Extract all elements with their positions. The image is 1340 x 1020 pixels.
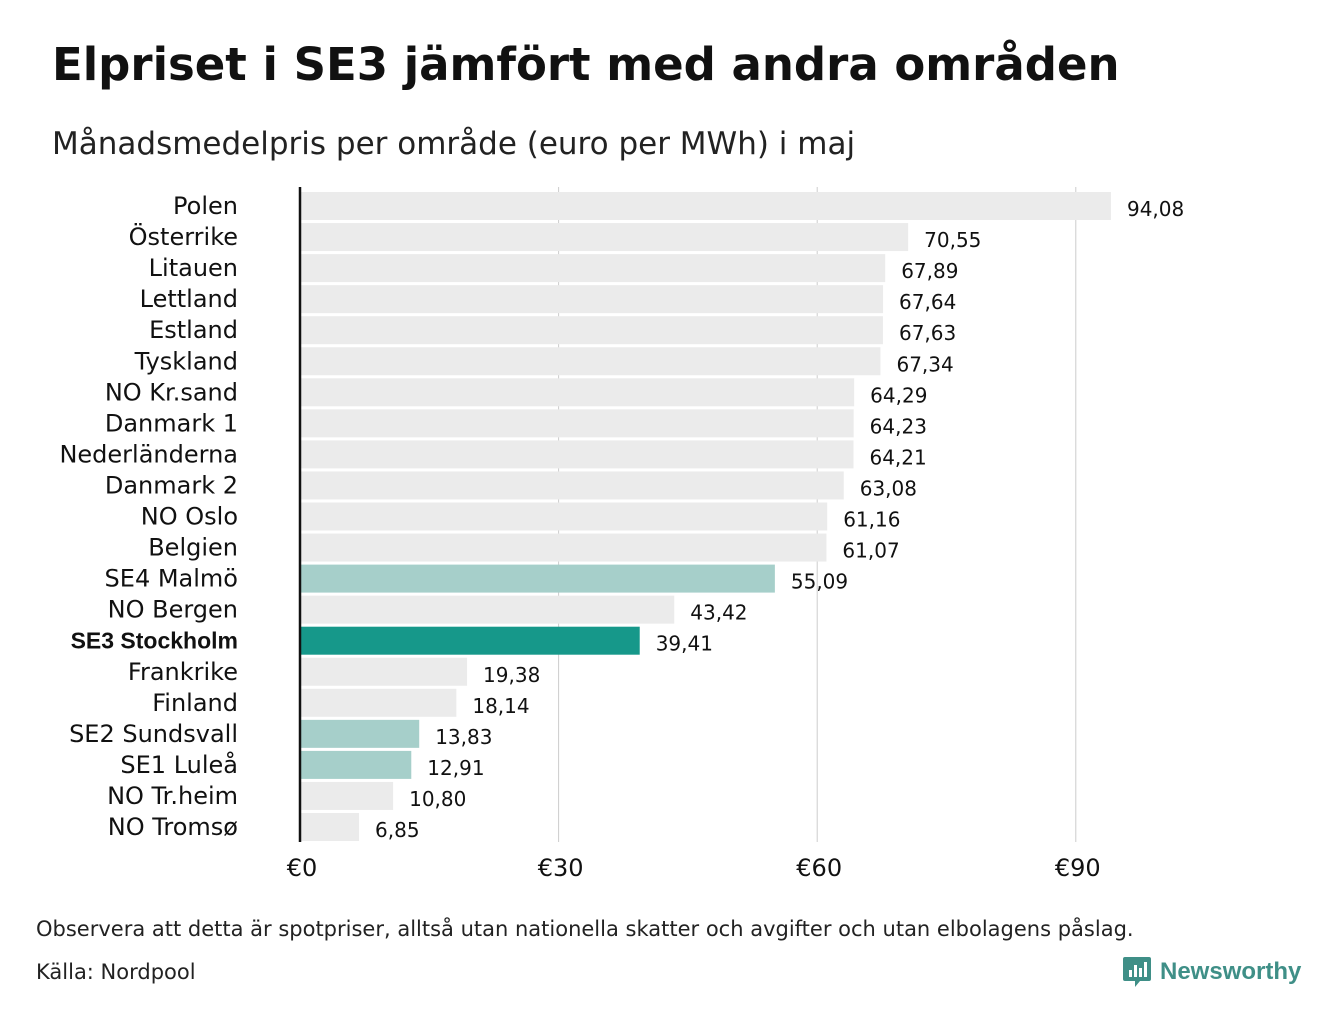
chart-subtitle: Månadsmedelpris per område (euro per MWh…: [52, 126, 856, 162]
value-label: 13,83: [435, 725, 492, 749]
x-tick-label: €60: [796, 854, 842, 882]
category-label: SE4 Malmö: [105, 565, 238, 593]
value-label: 39,41: [656, 632, 713, 656]
category-label: NO Kr.sand: [105, 378, 238, 406]
bar: [300, 595, 675, 624]
value-label: 67,63: [899, 321, 956, 345]
bar: [300, 347, 881, 376]
bar: [300, 192, 1111, 220]
category-label: SE3 Stockholm: [71, 628, 238, 654]
value-label: 67,64: [899, 290, 956, 314]
value-label: 55,09: [791, 570, 848, 594]
category-label: NO Oslo: [141, 503, 238, 531]
bar: [300, 626, 640, 655]
brand-logo: Newsworthy: [1122, 955, 1301, 989]
value-label: 67,89: [901, 259, 958, 283]
category-label: Tyskland: [134, 347, 238, 375]
category-label: Danmark 1: [105, 409, 238, 437]
category-label: NO Tromsø: [108, 813, 238, 841]
category-label: Nederländerna: [59, 440, 238, 468]
value-label: 18,14: [472, 694, 529, 718]
value-label: 64,29: [870, 383, 927, 407]
bar: [300, 409, 854, 438]
bar: [300, 254, 886, 283]
bar: [300, 440, 854, 469]
value-label: 61,16: [843, 508, 900, 532]
category-label: Belgien: [148, 534, 238, 562]
value-label: 12,91: [427, 756, 484, 780]
category-label: SE2 Sundsvall: [69, 720, 238, 748]
value-label: 6,85: [375, 818, 420, 842]
bar: [300, 533, 827, 562]
value-label: 61,07: [842, 539, 899, 563]
bar: [300, 564, 775, 593]
category-label: Polen: [173, 192, 238, 220]
category-label: NO Tr.heim: [107, 782, 238, 810]
category-label: SE1 Luleå: [120, 750, 238, 779]
bar: [300, 378, 855, 407]
bar: [300, 750, 412, 779]
bar: [300, 781, 394, 810]
value-label: 63,08: [860, 476, 917, 500]
chart-title: Elpriset i SE3 jämfört med andra områden: [52, 38, 1120, 91]
value-label: 64,23: [870, 414, 927, 438]
bar: [300, 719, 420, 748]
value-label: 94,08: [1127, 197, 1184, 221]
bar: [300, 316, 883, 345]
category-label: Finland: [152, 689, 238, 717]
x-tick-label: €90: [1055, 854, 1101, 882]
x-tick-label: €30: [538, 854, 584, 882]
bar-chart: Polen 94,08 Österrike 70,55 Litauen 67,89 Lett…: [59, 187, 1184, 882]
bar: [300, 688, 457, 717]
bar: [300, 223, 909, 252]
bar: [300, 471, 844, 500]
category-label: Litauen: [149, 254, 238, 282]
category-label: NO Bergen: [108, 596, 238, 624]
bar: [300, 285, 884, 314]
value-label: 67,34: [896, 352, 953, 376]
category-label: Österrike: [129, 222, 238, 251]
category-label: Frankrike: [128, 658, 238, 686]
bar: [300, 813, 360, 841]
brand-name: Newsworthy: [1160, 958, 1302, 985]
category-label: Danmark 2: [105, 471, 238, 499]
value-label: 70,55: [924, 228, 981, 252]
bar: [300, 502, 828, 531]
value-label: 43,42: [690, 601, 747, 625]
source-note: Källa: Nordpool: [36, 960, 196, 984]
newsworthy-logo-icon: [1123, 957, 1151, 987]
category-label: Lettland: [140, 285, 238, 313]
footnote: Observera att detta är spotpriser, allts…: [36, 917, 1134, 941]
bar: [300, 657, 468, 686]
value-label: 64,21: [869, 445, 926, 469]
value-label: 19,38: [483, 663, 540, 687]
x-tick-label: €0: [287, 854, 318, 882]
value-label: 10,80: [409, 787, 466, 811]
category-label: Estland: [149, 316, 238, 344]
